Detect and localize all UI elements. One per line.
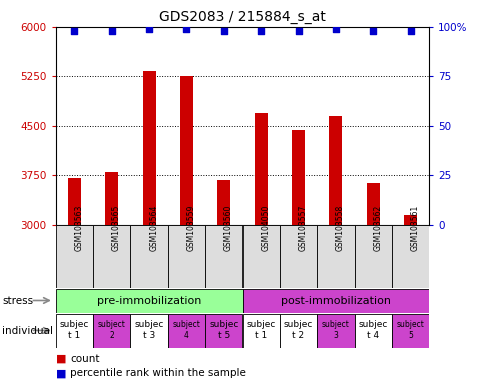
Bar	[329, 116, 342, 225]
Bar	[167, 314, 205, 348]
Bar	[180, 76, 193, 225]
Point	[71, 28, 78, 34]
Bar	[279, 314, 317, 348]
Bar	[391, 225, 428, 288]
Bar	[130, 314, 167, 348]
Text: subject
2: subject 2	[98, 320, 125, 340]
Point	[219, 28, 227, 34]
Bar	[205, 314, 242, 348]
Bar	[366, 183, 379, 225]
Text: stress: stress	[2, 296, 33, 306]
Text: post-immobilization: post-immobilization	[280, 296, 390, 306]
Text: subject
5: subject 5	[396, 320, 424, 340]
Text: GSM103558: GSM103558	[335, 205, 344, 251]
Point	[406, 28, 413, 34]
Bar	[403, 215, 416, 225]
Text: GSM103557: GSM103557	[298, 205, 307, 251]
Text: individual: individual	[2, 326, 53, 336]
Bar	[56, 314, 93, 348]
Text: GSM103563: GSM103563	[75, 205, 83, 251]
Bar	[317, 314, 354, 348]
Text: ■: ■	[56, 368, 66, 378]
Point	[182, 26, 190, 32]
Bar	[354, 225, 391, 288]
Bar	[93, 314, 130, 348]
Title: GDS2083 / 215884_s_at: GDS2083 / 215884_s_at	[159, 10, 325, 25]
Text: GSM103559: GSM103559	[186, 205, 195, 251]
Text: subjec
t 3: subjec t 3	[134, 320, 164, 340]
Bar	[167, 225, 205, 288]
Point	[145, 26, 153, 32]
Text: ■: ■	[56, 354, 66, 364]
Text: GSM103565: GSM103565	[111, 205, 121, 251]
Bar	[242, 225, 279, 288]
Bar	[56, 225, 93, 288]
Text: subject
4: subject 4	[172, 320, 200, 340]
Text: pre-immobilization: pre-immobilization	[97, 296, 201, 306]
Point	[294, 28, 302, 34]
Bar	[105, 172, 118, 225]
Bar	[93, 225, 130, 288]
Text: percentile rank within the sample: percentile rank within the sample	[70, 368, 246, 378]
Point	[257, 28, 265, 34]
Text: subjec
t 1: subjec t 1	[60, 320, 89, 340]
Bar	[130, 225, 167, 288]
Text: count: count	[70, 354, 100, 364]
Bar	[317, 225, 354, 288]
Bar	[391, 314, 428, 348]
Bar	[217, 180, 230, 225]
Point	[107, 28, 115, 34]
Text: GSM103562: GSM103562	[373, 205, 381, 251]
Bar	[242, 314, 279, 348]
Bar	[205, 225, 242, 288]
Text: GSM103561: GSM103561	[409, 205, 419, 251]
Text: subjec
t 4: subjec t 4	[358, 320, 387, 340]
Point	[331, 26, 339, 32]
Bar	[279, 225, 317, 288]
Bar	[68, 179, 81, 225]
Text: subject
3: subject 3	[321, 320, 349, 340]
Bar	[56, 289, 242, 313]
Bar	[354, 314, 391, 348]
Text: subjec
t 1: subjec t 1	[246, 320, 275, 340]
Text: subjec
t 2: subjec t 2	[283, 320, 313, 340]
Text: GSM103560: GSM103560	[223, 205, 232, 251]
Bar	[242, 289, 428, 313]
Text: GSM103564: GSM103564	[149, 205, 158, 251]
Bar	[142, 71, 155, 225]
Text: subjec
t 5: subjec t 5	[209, 320, 238, 340]
Bar	[254, 113, 267, 225]
Bar	[291, 131, 304, 225]
Point	[369, 28, 377, 34]
Text: GSM104050: GSM104050	[261, 205, 270, 251]
